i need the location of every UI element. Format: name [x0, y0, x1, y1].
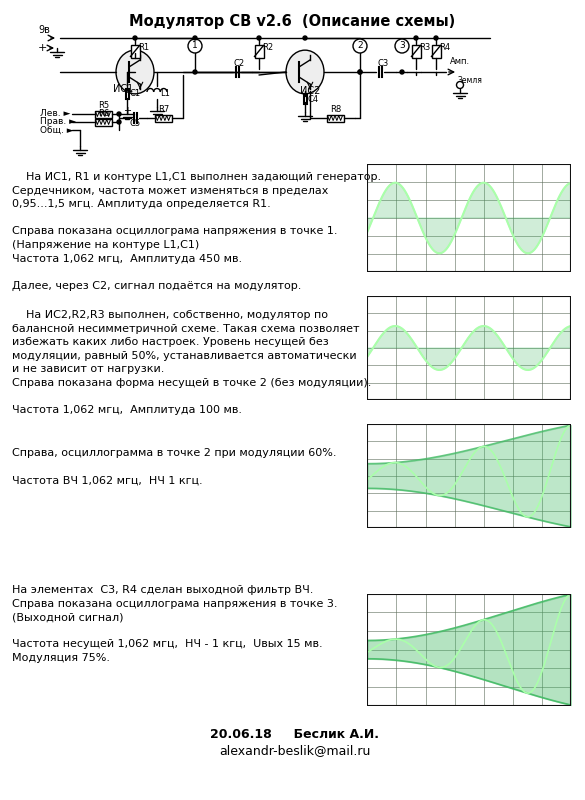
Circle shape [353, 39, 367, 53]
Bar [411, 45, 421, 58]
Text: C4: C4 [308, 94, 319, 103]
Text: 1: 1 [192, 42, 198, 50]
Bar [326, 114, 343, 122]
Text: +: + [123, 106, 131, 116]
Text: R2: R2 [262, 43, 273, 52]
Bar [95, 110, 112, 118]
Text: ИС2: ИС2 [300, 86, 321, 96]
Text: Амп.: Амп. [450, 57, 470, 66]
Circle shape [434, 36, 438, 40]
Circle shape [395, 39, 409, 53]
Circle shape [188, 39, 202, 53]
Circle shape [303, 36, 307, 40]
Text: R5: R5 [98, 101, 109, 110]
Circle shape [193, 70, 197, 74]
Text: 2: 2 [357, 42, 363, 50]
Circle shape [117, 120, 121, 124]
Text: 9в: 9в [38, 25, 50, 35]
Bar [154, 114, 171, 122]
Text: R8: R8 [330, 105, 341, 114]
Text: R7: R7 [158, 105, 169, 114]
Circle shape [456, 82, 463, 89]
Text: C1: C1 [130, 90, 141, 98]
Text: 3: 3 [399, 42, 405, 50]
Circle shape [358, 70, 362, 74]
Bar [254, 45, 263, 58]
Text: На ИС1, R1 и контуре L1,С1 выполнен задающий генератор.
Сердечником, частота мож: На ИС1, R1 и контуре L1,С1 выполнен зада… [12, 172, 381, 291]
Circle shape [414, 36, 418, 40]
Circle shape [358, 70, 362, 74]
Circle shape [257, 36, 261, 40]
Bar [130, 45, 139, 58]
Ellipse shape [286, 50, 324, 94]
Text: C3: C3 [377, 59, 388, 68]
Text: L1: L1 [160, 90, 170, 98]
Text: Лев. ►: Лев. ► [40, 110, 70, 118]
Text: C5: C5 [130, 119, 141, 128]
Text: Общ. ►: Общ. ► [40, 126, 74, 134]
Text: Справа, осциллограмма в точке 2 при модуляции 60%.

Частота ВЧ 1,062 мгц,  НЧ 1 : Справа, осциллограмма в точке 2 при моду… [12, 448, 336, 485]
Text: 20.06.18     Беслик А.И.: 20.06.18 Беслик А.И. [211, 728, 380, 741]
Circle shape [133, 36, 137, 40]
Bar [95, 118, 112, 126]
Text: R3: R3 [419, 43, 430, 52]
Circle shape [400, 70, 404, 74]
Circle shape [117, 112, 121, 116]
Ellipse shape [116, 50, 154, 94]
Circle shape [193, 36, 197, 40]
Text: +: + [38, 43, 47, 53]
Text: На элементах  С3, R4 сделан выходной фильтр ВЧ.
Справа показана осциллограма нап: На элементах С3, R4 сделан выходной филь… [12, 585, 338, 663]
Text: R6: R6 [98, 109, 109, 118]
Text: R1: R1 [138, 43, 149, 52]
Text: C2: C2 [234, 59, 245, 68]
Bar [432, 45, 441, 58]
Text: R4: R4 [439, 43, 450, 52]
Text: ИС1: ИС1 [113, 84, 133, 94]
Text: Земля: Земля [458, 76, 483, 85]
Text: alexandr-beslik@mail.ru: alexandr-beslik@mail.ru [219, 744, 371, 757]
Text: На ИС2,R2,R3 выполнен, собственно, модулятор по
балансной несимметричной схеме. : На ИС2,R2,R3 выполнен, собственно, модул… [12, 310, 371, 415]
Text: Модулятор СВ v2.6  (Описание схемы): Модулятор СВ v2.6 (Описание схемы) [129, 14, 455, 29]
Text: Прав. ►: Прав. ► [40, 118, 76, 126]
